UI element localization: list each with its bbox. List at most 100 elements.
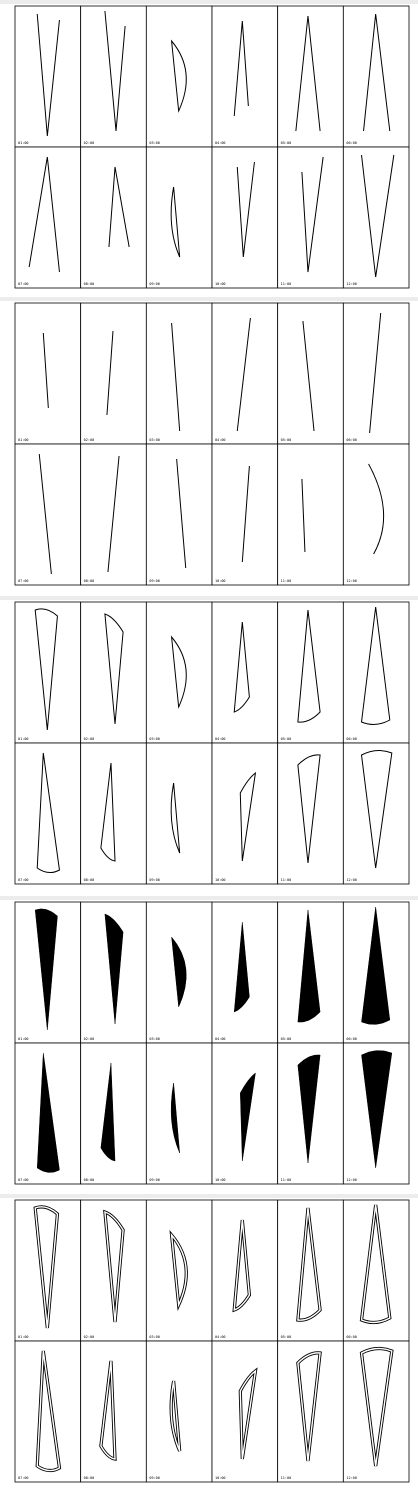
cell-label: 07:00 <box>18 282 29 286</box>
shape <box>298 1353 320 1461</box>
cell: 10:00 <box>211 443 279 586</box>
double-inner <box>240 1371 255 1459</box>
cell-label: 06:00 <box>346 141 357 145</box>
cell-label: 08:00 <box>84 282 95 286</box>
shape <box>172 323 180 431</box>
shape <box>172 1235 187 1305</box>
shape <box>302 157 323 272</box>
cell-label: 06:00 <box>346 1335 357 1339</box>
cell: 05:00 <box>277 5 344 148</box>
cell: 09:00 <box>145 1042 213 1185</box>
cell: 06:00 <box>342 901 410 1044</box>
cell-label: 03:00 <box>149 737 160 741</box>
cell-label: 01:00 <box>18 1037 29 1041</box>
cell: 08:00 <box>80 742 147 885</box>
shape <box>298 1055 320 1163</box>
cell: 10:00 <box>211 1340 279 1483</box>
cell-frame <box>277 601 344 744</box>
cell-frame <box>145 742 213 885</box>
shape <box>177 459 186 568</box>
shape <box>37 1053 59 1173</box>
cell-label: 05:00 <box>281 1335 292 1339</box>
cell-label: 03:00 <box>149 1037 160 1041</box>
cell: 07:00 <box>14 1340 82 1483</box>
cell-frame <box>277 443 344 586</box>
outline-shape <box>298 610 320 722</box>
outline-shape <box>234 622 249 712</box>
cell-label: 06:00 <box>346 737 357 741</box>
cell-frame <box>14 1340 82 1483</box>
cell-label: 06:00 <box>346 438 357 442</box>
shape <box>298 910 320 1022</box>
shape <box>107 331 113 415</box>
outline-shape <box>37 753 59 873</box>
cell-frame <box>211 742 279 885</box>
shape <box>362 607 390 724</box>
shape <box>37 1351 59 1471</box>
shape <box>101 1063 115 1161</box>
cell: 05:00 <box>277 302 344 445</box>
line-shape <box>177 459 186 568</box>
cell-frame <box>80 601 147 744</box>
filled-shape <box>171 1083 180 1153</box>
cell-label: 12:00 <box>346 878 357 882</box>
shape <box>105 1212 123 1322</box>
cell-frame <box>145 146 213 289</box>
cell-label: 04:00 <box>215 1037 226 1041</box>
cell-label: 04:00 <box>215 141 226 145</box>
cell-label: 08:00 <box>84 1178 95 1182</box>
cell-label: 01:00 <box>18 438 29 442</box>
cell-label: 09:00 <box>149 878 160 882</box>
line-shape <box>302 479 305 552</box>
shape <box>29 157 59 272</box>
outline-shape <box>172 637 187 707</box>
line-shape <box>172 323 180 431</box>
cell-label: 07:00 <box>18 1476 29 1480</box>
shape <box>237 318 250 431</box>
shape <box>303 321 314 431</box>
shape <box>362 907 390 1024</box>
shape <box>37 753 59 873</box>
shape <box>105 11 125 131</box>
stroke-shape <box>29 157 59 272</box>
cell: 03:00 <box>145 601 213 744</box>
separator <box>0 0 418 4</box>
cell-label: 05:00 <box>281 737 292 741</box>
line-shape <box>108 456 119 572</box>
cell-label: 01:00 <box>18 1335 29 1339</box>
cell-label: 12:00 <box>346 579 357 583</box>
cell-frame <box>145 1340 213 1483</box>
filled-shape <box>172 937 187 1007</box>
cell: 09:00 <box>145 742 213 885</box>
cell-frame <box>211 5 279 148</box>
cell: 09:00 <box>145 1340 213 1483</box>
cell: 10:00 <box>211 742 279 885</box>
cell-label: 03:00 <box>149 438 160 442</box>
outline-shape <box>362 607 390 724</box>
separator <box>0 1194 418 1198</box>
shape <box>234 622 249 712</box>
cell: 12:00 <box>342 1340 410 1483</box>
cell-frame <box>342 1199 410 1342</box>
cell: 07:00 <box>14 742 82 885</box>
cell-label: 02:00 <box>84 1037 95 1041</box>
cell-label: 07:00 <box>18 579 29 583</box>
cell-frame <box>277 146 344 289</box>
cell-label: 10:00 <box>215 579 226 583</box>
line-shape <box>237 318 250 431</box>
filled-shape <box>234 922 249 1012</box>
cell: 08:00 <box>80 146 147 289</box>
cell-frame <box>80 5 147 148</box>
shape <box>35 909 57 1030</box>
cell-label: 10:00 <box>215 878 226 882</box>
cell-frame <box>342 302 410 445</box>
shape <box>109 167 129 247</box>
cell: 02:00 <box>80 601 147 744</box>
cell-frame <box>145 601 213 744</box>
cell-frame <box>342 443 410 586</box>
cell: 11:00 <box>277 1042 344 1185</box>
panel: 01:00 02:00 03:00 04:00 05:00 06:00 07:00 08:00… <box>14 5 410 289</box>
filled-shape <box>362 907 390 1024</box>
cell-label: 12:00 <box>346 1476 357 1480</box>
